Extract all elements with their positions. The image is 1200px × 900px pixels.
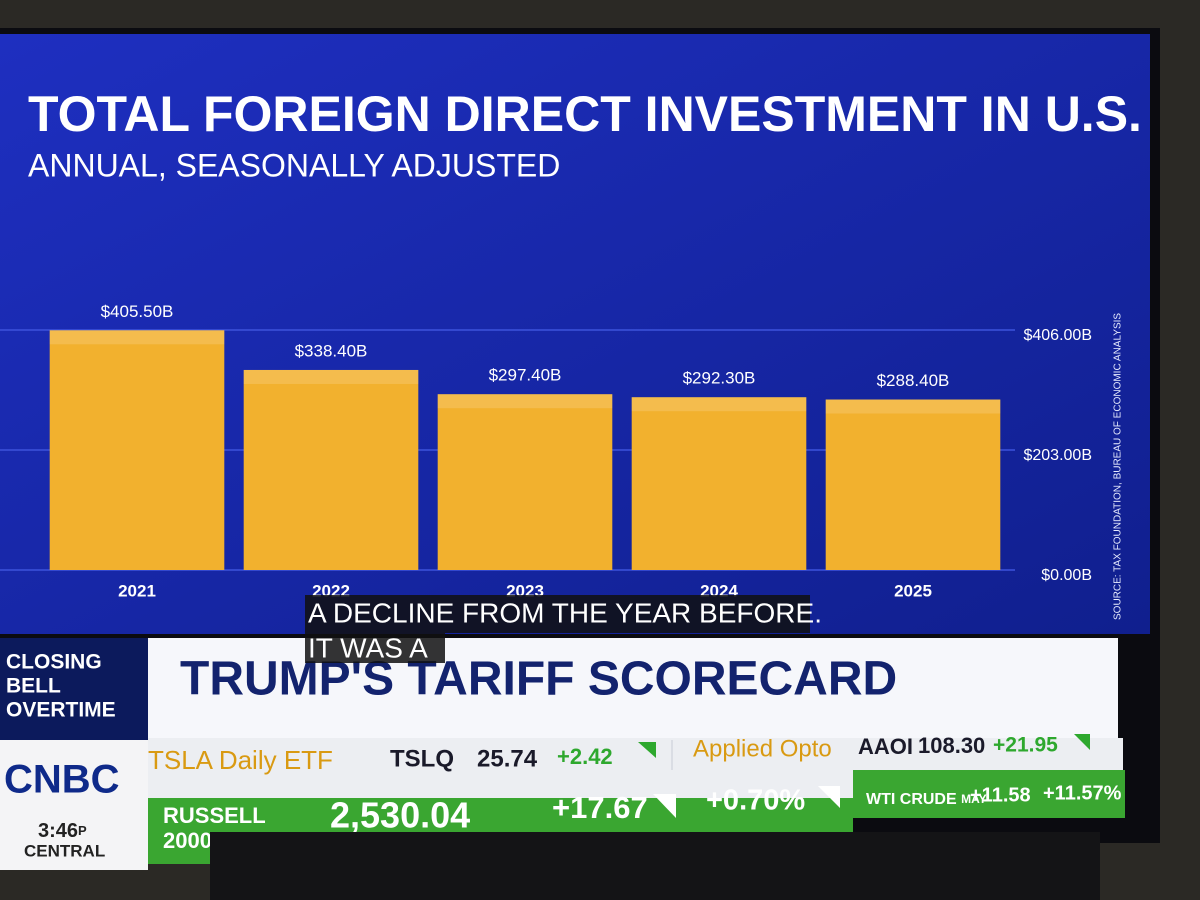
up-arrow — [638, 742, 656, 758]
ticker-change: +21.95 — [993, 734, 1058, 757]
bar — [437, 394, 613, 570]
index-percent: +0.70% — [706, 785, 805, 817]
show-name: BELL — [6, 675, 61, 698]
bar — [631, 397, 807, 570]
show-name: OVERTIME — [6, 699, 116, 722]
ticker-symbol: AAOI — [858, 734, 913, 759]
show-name: CLOSING — [6, 651, 102, 674]
y-tick-label: $0.00B — [1041, 567, 1092, 584]
value-label: $288.40B — [877, 371, 950, 390]
time-zone: CENTRAL — [24, 841, 105, 860]
index-name: 2000 — [163, 828, 212, 853]
ticker-name: Applied Opto — [693, 735, 832, 762]
bar — [243, 369, 419, 570]
chart-title: TOTAL FOREIGN DIRECT INVESTMENT IN U.S. — [28, 86, 1142, 142]
up-arrow — [1074, 734, 1090, 750]
y-tick-label: $203.00B — [1023, 447, 1092, 464]
plot: $0.00B$203.00B$406.00B2021$405.50B2022$3… — [0, 302, 1092, 600]
ticker-price: 25.74 — [477, 745, 538, 772]
value-label: $297.40B — [489, 366, 562, 385]
y-tick-label: $406.00B — [1023, 327, 1092, 344]
bar — [49, 330, 225, 570]
network-logo: CNBC — [4, 758, 120, 802]
commodity-change: +11.58 — [970, 784, 1031, 806]
bar-highlight — [49, 330, 225, 345]
commodity-row — [853, 770, 1125, 818]
clock: 3:46P — [38, 820, 87, 842]
caption-line: A DECLINE FROM THE YEAR BEFORE. — [308, 597, 822, 628]
up-arrow — [653, 794, 676, 818]
ticker-symbol: TSLQ — [390, 745, 454, 772]
x-tick-label: 2025 — [894, 581, 932, 600]
commodity-name: WTI CRUDE MAY — [866, 791, 987, 808]
caption-box — [305, 595, 810, 633]
bar-highlight — [437, 394, 613, 409]
value-label: $405.50B — [101, 302, 174, 321]
bar-highlight — [631, 397, 807, 412]
caption-box — [305, 633, 445, 663]
chart-subtitle: ANNUAL, SEASONALLY ADJUSTED — [28, 147, 560, 183]
network-block — [0, 740, 148, 870]
value-label: $338.40B — [295, 341, 368, 360]
index-change: +17.67 — [552, 790, 648, 825]
caption-line: IT WAS A — [308, 632, 428, 663]
index-name: RUSSELL — [163, 803, 266, 828]
up-arrow — [818, 786, 840, 808]
headline: TRUMP'S TARIFF SCORECARD — [180, 653, 897, 706]
bar — [825, 399, 1001, 570]
show-block — [0, 638, 148, 740]
value-label: $292.30B — [683, 369, 756, 388]
bar-highlight — [825, 399, 1001, 414]
foreground-object — [210, 832, 1100, 900]
ticker-price: 108.30 — [918, 733, 985, 758]
x-tick-label: 2021 — [118, 581, 156, 600]
source: SOURCE: TAX FOUNDATION, BUREAU OF ECONOM… — [1113, 313, 1124, 620]
index-value: 2,530.04 — [330, 795, 470, 836]
ticker-change: +2.42 — [557, 744, 613, 769]
bar-highlight — [243, 369, 419, 384]
ticker-name: TSLA Daily ETF — [148, 745, 333, 775]
commodity-percent: +11.57% — [1043, 782, 1122, 804]
